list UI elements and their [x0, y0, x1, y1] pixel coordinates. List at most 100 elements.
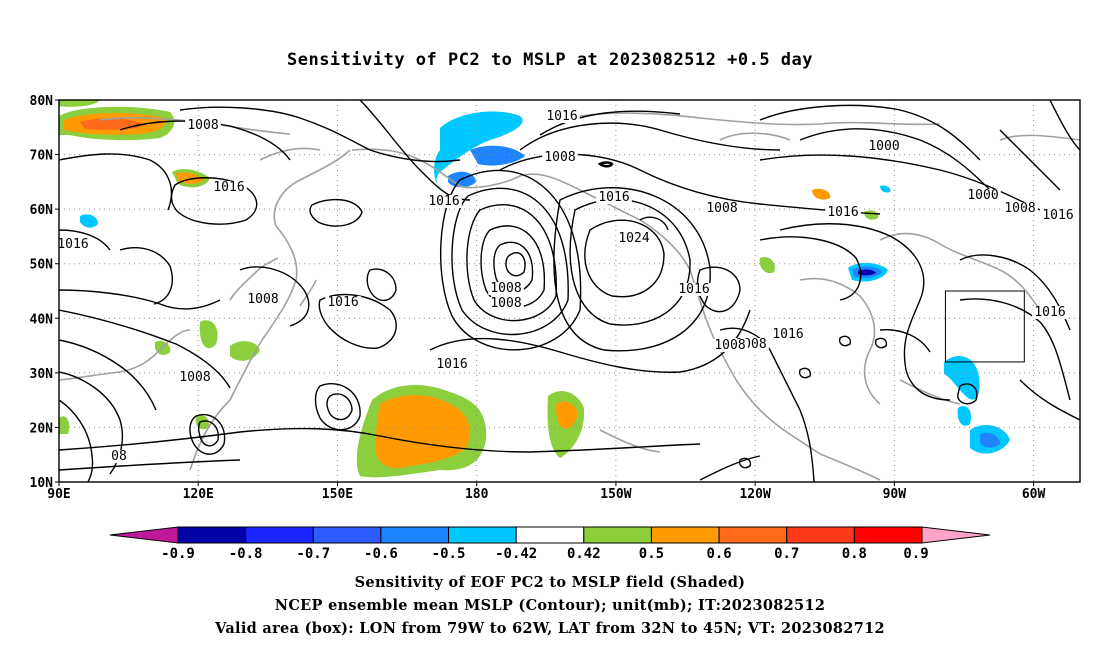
isobar-label: 1016 — [436, 357, 467, 372]
colorbar-swatch — [177, 526, 247, 544]
isobar-label: 1016 — [1042, 208, 1073, 223]
isobar-label: 1016 — [428, 194, 459, 209]
isobar-label-bg — [211, 181, 247, 194]
isobar-label: 1016 — [213, 180, 244, 195]
lon-label: 90E — [47, 487, 70, 502]
footer-line-3: Valid area (box): LON from 79W to 62W, L… — [215, 620, 885, 637]
isobar-label-bg — [676, 283, 712, 296]
isobar-labels: 1008 1016 1016 1008 1016 1016 1024 1016 1008 1000… — [55, 109, 1076, 464]
colorbar-under-triangle — [109, 526, 179, 544]
shade-positive — [556, 401, 578, 429]
isobar-label: 1008 — [1004, 201, 1035, 216]
footer-line-1: Sensitivity of EOF PC2 to MSLP field (Sh… — [354, 574, 746, 591]
isobar-label-bg — [616, 232, 652, 245]
shade-positive — [812, 188, 831, 200]
isobar-label: 1016 — [598, 190, 629, 205]
isobar-label-bg — [109, 450, 129, 463]
valid-area-box — [944, 290, 1025, 363]
colorbar-tick-label: -0.9 — [161, 546, 195, 562]
shade-negative — [980, 432, 1000, 448]
latitude-labels: 80N 70N 60N 50N 40N 30N 20N 10N — [30, 94, 54, 491]
colorbar-swatch — [583, 526, 652, 544]
lon-label: 150W — [600, 487, 631, 502]
isobar-label-bg — [542, 151, 578, 164]
colorbar-swatch — [515, 526, 585, 544]
coastlines — [59, 112, 1080, 481]
colorbar-tick-label: 0.7 — [774, 546, 799, 562]
isobar-label-bg — [712, 339, 748, 352]
isobar-label: 1016 — [827, 205, 858, 220]
isobar-label: 1016 — [546, 109, 577, 124]
footer-line-2: NCEP ensemble mean MSLP (Contour); unit(… — [274, 597, 826, 614]
isobar-label-bg — [488, 282, 524, 295]
colorbar-swatch — [448, 526, 517, 544]
colorbar — [109, 526, 991, 544]
isobar-label-bg — [770, 328, 806, 341]
map-grid — [59, 100, 1080, 482]
isobar-label: 1016 — [678, 282, 709, 297]
longitude-labels: 90E 120E 150E 180 150W 120W 90W 60W — [47, 487, 1045, 502]
shade-negative — [80, 214, 98, 228]
colorbar-tick-label: 0.8 — [842, 546, 867, 562]
lat-label: 20N — [30, 421, 54, 436]
lat-label: 50N — [30, 258, 54, 273]
colorbar-tick-label: -0.7 — [296, 546, 330, 562]
isobar-label-bg — [866, 140, 902, 153]
colorbar-tick-label: 0.5 — [639, 546, 664, 562]
isobar-label: 1016 — [772, 327, 803, 342]
isobar-label: 1008 — [179, 370, 210, 385]
isobar-label: 1016 — [57, 237, 88, 252]
isobar-label-bg — [426, 195, 462, 208]
shade-negative — [470, 145, 525, 166]
isobar-label: 1016 — [327, 295, 358, 310]
isobar-label-bg — [177, 371, 213, 384]
shade-negative — [434, 111, 523, 189]
lon-label: 60W — [1022, 487, 1046, 502]
isobar-label-bg — [1002, 202, 1038, 215]
colorbar-tick-label: 0.42 — [567, 546, 601, 562]
isobar-label: 1008 — [706, 201, 737, 216]
colorbar-swatch — [312, 526, 382, 544]
isobar-label: 1000 — [967, 188, 998, 203]
colorbar-tick-label: -0.42 — [495, 546, 537, 562]
isobar-label-bg — [965, 189, 1001, 202]
isobar-label-bg — [434, 358, 470, 371]
isobar-label-bg — [325, 296, 361, 309]
shade-positive — [759, 256, 775, 274]
lat-label: 10N — [30, 476, 54, 491]
lon-label: 150E — [322, 487, 353, 502]
lat-label: 40N — [30, 312, 54, 327]
colorbar-swatch — [245, 526, 314, 544]
colorbar-tick-label: 0.6 — [706, 546, 731, 562]
colorbar-tick-label: -0.8 — [229, 546, 263, 562]
axis-ticks — [55, 99, 1035, 486]
isobar-label-bg — [825, 206, 861, 219]
isobar-label-bg — [1040, 209, 1076, 222]
colorbar-labels: -0.9 -0.8 -0.7 -0.6 -0.5 -0.42 0.42 0.5 0.6 0.7 0.… — [161, 546, 929, 562]
colorbar-over-triangle — [921, 526, 991, 544]
shade-negative — [858, 269, 876, 276]
isobar-contours — [59, 100, 1080, 482]
isobar-label-bg — [1032, 306, 1068, 319]
isobar-label: 1024 — [618, 231, 649, 246]
isobar-label-bg — [185, 119, 221, 132]
isobar-label: 1016 — [1034, 305, 1065, 320]
colorbar-swatch — [718, 526, 788, 544]
colorbar-swatch — [786, 526, 855, 544]
lat-label: 60N — [30, 203, 54, 218]
isobar-label-bg — [55, 238, 91, 251]
shade-positive — [375, 395, 470, 469]
colorbar-tick-label: 0.9 — [903, 546, 928, 562]
isobar-label: 1008 — [490, 281, 521, 296]
colorbar-swatch — [853, 526, 923, 544]
lon-label: 120E — [183, 487, 214, 502]
isobar-label: 1008 — [490, 296, 521, 311]
isobar-label-bg — [704, 202, 740, 215]
isobar-label: 08 — [111, 449, 127, 464]
map-frame — [58, 99, 1081, 483]
isobar-label: 1000 — [868, 139, 899, 154]
lat-label: 80N — [30, 94, 54, 109]
isobar-label: 1008 — [544, 150, 575, 165]
